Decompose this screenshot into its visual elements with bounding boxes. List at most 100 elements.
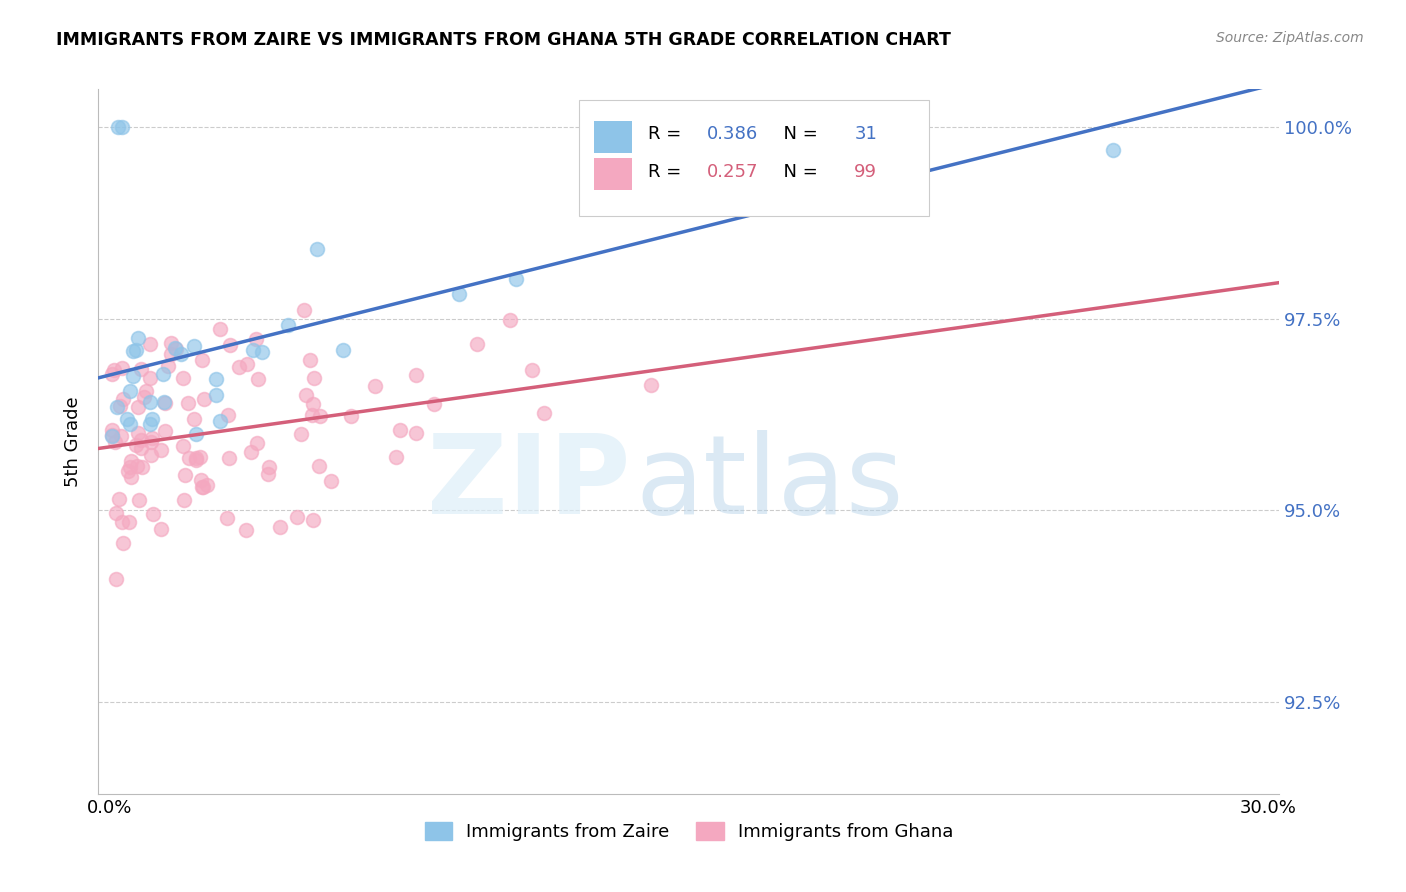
- Point: [110, 120, 132, 135]
- Point: [118, 384, 141, 398]
- Point: [209, 322, 232, 336]
- Point: [104, 572, 127, 586]
- Point: [184, 426, 207, 441]
- Text: Source: ZipAtlas.com: Source: ZipAtlas.com: [1216, 31, 1364, 45]
- Point: [101, 423, 124, 437]
- Point: [177, 450, 200, 465]
- Point: [290, 427, 312, 442]
- Text: 0.257: 0.257: [707, 163, 758, 181]
- Point: [149, 522, 172, 536]
- Point: [118, 417, 141, 431]
- Point: [319, 474, 342, 488]
- Point: [208, 414, 231, 428]
- Point: [242, 343, 264, 357]
- Point: [1102, 144, 1125, 158]
- Point: [302, 370, 325, 384]
- Point: [292, 303, 315, 318]
- Point: [190, 450, 212, 464]
- Point: [160, 347, 183, 361]
- Point: [228, 359, 250, 374]
- Point: [103, 363, 125, 377]
- Text: atlas: atlas: [636, 430, 904, 537]
- Point: [339, 409, 361, 423]
- Point: [190, 473, 212, 487]
- Point: [129, 362, 152, 376]
- Point: [141, 431, 163, 445]
- Point: [139, 448, 162, 462]
- Point: [120, 453, 142, 467]
- Point: [122, 369, 145, 384]
- Point: [111, 536, 134, 550]
- Point: [108, 399, 131, 413]
- Point: [172, 371, 194, 385]
- FancyBboxPatch shape: [579, 100, 929, 216]
- Point: [204, 387, 226, 401]
- FancyBboxPatch shape: [595, 121, 633, 153]
- Point: [132, 390, 155, 404]
- Text: IMMIGRANTS FROM ZAIRE VS IMMIGRANTS FROM GHANA 5TH GRADE CORRELATION CHART: IMMIGRANTS FROM ZAIRE VS IMMIGRANTS FROM…: [56, 31, 950, 49]
- Point: [127, 400, 149, 414]
- Point: [309, 409, 332, 424]
- Point: [142, 507, 165, 521]
- Point: [533, 405, 555, 419]
- Point: [104, 435, 127, 450]
- Point: [257, 460, 280, 475]
- Point: [152, 368, 174, 382]
- Point: [174, 468, 197, 483]
- Point: [117, 411, 139, 425]
- FancyBboxPatch shape: [595, 158, 633, 190]
- Point: [640, 377, 662, 392]
- Point: [101, 367, 124, 381]
- Point: [141, 412, 163, 426]
- Point: [235, 523, 257, 537]
- Point: [246, 436, 269, 450]
- Point: [302, 396, 325, 410]
- Point: [190, 353, 212, 368]
- Point: [252, 344, 274, 359]
- Point: [245, 332, 267, 346]
- Point: [218, 451, 240, 466]
- Point: [195, 478, 218, 492]
- Point: [131, 459, 153, 474]
- Point: [447, 287, 470, 301]
- Point: [205, 372, 228, 386]
- Text: R =: R =: [648, 163, 686, 181]
- Point: [498, 312, 520, 326]
- Point: [308, 458, 330, 473]
- Point: [186, 453, 208, 467]
- Point: [139, 434, 162, 449]
- Point: [111, 360, 134, 375]
- Point: [191, 480, 214, 494]
- Point: [389, 423, 412, 437]
- Point: [172, 439, 194, 453]
- Point: [183, 412, 205, 426]
- Point: [120, 469, 142, 483]
- Point: [153, 424, 176, 438]
- Point: [139, 395, 162, 409]
- Point: [139, 417, 162, 432]
- Point: [105, 401, 128, 415]
- Point: [405, 368, 427, 382]
- Point: [295, 387, 318, 401]
- Point: [122, 343, 145, 358]
- Point: [385, 450, 408, 465]
- Point: [129, 434, 152, 448]
- Point: [184, 450, 207, 465]
- Point: [522, 363, 544, 377]
- Point: [218, 338, 240, 352]
- Point: [193, 392, 215, 406]
- Y-axis label: 5th Grade: 5th Grade: [65, 396, 83, 487]
- Point: [240, 445, 263, 459]
- Point: [120, 459, 142, 474]
- Point: [128, 492, 150, 507]
- Text: 0.386: 0.386: [707, 125, 758, 143]
- Point: [110, 515, 132, 529]
- Point: [118, 515, 141, 529]
- Point: [217, 511, 239, 525]
- Point: [285, 509, 308, 524]
- Point: [153, 395, 176, 409]
- Point: [110, 428, 132, 442]
- Point: [160, 335, 183, 350]
- Point: [117, 463, 139, 477]
- Point: [640, 136, 662, 150]
